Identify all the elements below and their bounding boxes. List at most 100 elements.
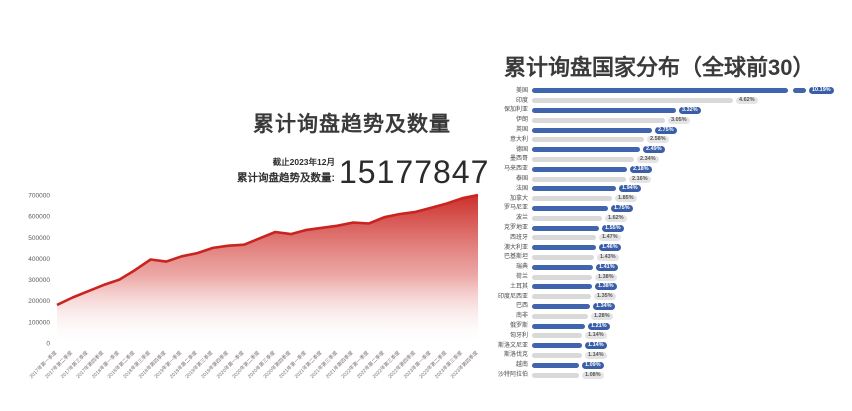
value-badge: 3.32% <box>679 106 701 114</box>
value-badge: 2.49% <box>643 146 665 154</box>
bar-row: 加拿大 1.85% <box>486 194 848 204</box>
as-of-date: 截止2023年12月 <box>272 157 335 167</box>
bar-row: 斯洛伐克 1.14% <box>486 351 848 361</box>
y-axis-tick: 0 <box>46 341 50 348</box>
value-badge: 1.14% <box>585 351 607 359</box>
value-badge: 1.47% <box>599 234 621 242</box>
value-badge: 1.85% <box>615 195 637 203</box>
country-label: 澳大利亚 <box>503 244 528 251</box>
value-badge: 1.08% <box>582 371 604 379</box>
country-label: 波兰 <box>515 215 528 222</box>
country-bar <box>532 137 644 143</box>
value-badge: 1.41% <box>596 263 618 271</box>
country-label: 俄罗斯 <box>509 323 528 330</box>
value-badge: 2.58% <box>647 136 669 144</box>
country-bar <box>532 372 579 378</box>
country-bar <box>532 313 588 319</box>
country-bar <box>532 294 591 300</box>
country-bar <box>532 166 627 172</box>
value-badge: 10.19% <box>809 87 834 95</box>
country-bar <box>532 205 608 211</box>
country-bar <box>532 98 733 104</box>
country-bar <box>532 235 596 241</box>
value-badge: 1.46% <box>599 244 621 252</box>
value-badge: 1.14% <box>585 342 607 350</box>
value-badge: 1.75% <box>611 204 633 212</box>
country-bar <box>532 254 594 260</box>
trend-area-chart: 0 100000 200000 300000 400000 500000 600000 700… <box>6 183 488 405</box>
bar-row: 马来西亚 2.18% <box>486 164 848 174</box>
country-label: 泰国 <box>515 176 528 183</box>
value-badge: 1.94% <box>619 185 641 193</box>
value-badge: 1.28% <box>591 312 613 320</box>
country-label: 荷兰 <box>515 274 528 281</box>
total-stat: 截止2023年12月 累计询盘趋势及数量: 15177847 <box>237 156 489 188</box>
y-axis-tick: 500000 <box>28 235 50 242</box>
country-label: 保加利亚 <box>503 107 528 114</box>
bar-row: 英国 2.75% <box>486 125 848 135</box>
value-badge: 1.09% <box>582 361 604 369</box>
country-label: 英国 <box>515 127 528 134</box>
country-bar <box>532 156 634 162</box>
country-label: 斯洛文尼亚 <box>497 342 528 349</box>
y-axis-tick: 600000 <box>28 214 50 221</box>
country-bar <box>532 303 590 309</box>
country-label: 沙特阿拉伯 <box>497 372 528 378</box>
bar-row: 墨西哥 2.34% <box>486 155 848 165</box>
bar-row: 泰国 2.16% <box>486 174 848 184</box>
country-label: 匈牙利 <box>509 332 528 339</box>
total-inquiries-value: 15177847 <box>339 154 490 190</box>
country-bar <box>532 343 582 349</box>
country-label: 印度 <box>515 97 528 104</box>
bar-row: 沙特阿拉伯 1.08% <box>486 370 848 380</box>
value-badge: 1.38% <box>595 283 617 291</box>
area-fill <box>57 195 478 343</box>
country-label: 南非 <box>515 313 528 320</box>
country-label: 马来西亚 <box>503 166 528 173</box>
bar-row: 土耳其 1.38% <box>486 282 848 292</box>
country-label: 罗马尼亚 <box>503 205 528 212</box>
bar-row: 德国 2.49% <box>486 145 848 155</box>
bar-row: 保加利亚 3.32% <box>486 106 848 116</box>
bar-row: 印度尼西亚 1.35% <box>486 292 848 302</box>
bar-row: 巴基斯坦 1.43% <box>486 253 848 263</box>
bar-row: 伊朗 3.05% <box>486 115 848 125</box>
y-axis-tick: 400000 <box>28 256 50 263</box>
value-badge: 1.62% <box>605 214 627 222</box>
value-badge: 1.21% <box>588 322 610 330</box>
bar-row: 澳大利亚 1.46% <box>486 243 848 253</box>
bar-row: 斯洛文尼亚 1.14% <box>486 341 848 351</box>
country-label: 法国 <box>515 185 528 192</box>
value-badge: 1.55% <box>602 224 624 232</box>
country-label: 西班牙 <box>509 234 528 241</box>
country-label: 印度尼西亚 <box>497 293 528 300</box>
stat-label: 累计询盘趋势及数量: <box>237 172 335 184</box>
bar-row: 美国 10.19% <box>486 86 848 96</box>
country-bar <box>532 186 616 192</box>
value-badge: 1.34% <box>593 302 615 310</box>
country-bar <box>532 196 612 202</box>
country-label: 美国 <box>515 87 528 94</box>
country-label: 伊朗 <box>515 117 528 124</box>
value-badge: 2.18% <box>630 165 652 173</box>
country-label: 加拿大 <box>509 195 528 202</box>
value-badge: 1.14% <box>585 332 607 340</box>
trend-title: 累计询盘趋势及数量 <box>253 113 451 137</box>
y-axis-tick: 700000 <box>28 193 50 200</box>
bar-row: 瑞典 1.41% <box>486 262 848 272</box>
country-bar <box>532 107 676 113</box>
bar-row: 巴西 1.34% <box>486 302 848 312</box>
country-bar <box>532 215 602 221</box>
country-bar <box>532 88 788 94</box>
country-bar <box>532 362 579 368</box>
country-bar <box>532 284 592 290</box>
country-bar <box>532 147 640 153</box>
trend-area-svg: 0 100000 200000 300000 400000 500000 600000 700… <box>28 193 479 380</box>
trend-line <box>56 193 479 307</box>
value-badge: 2.34% <box>637 155 659 163</box>
country-label: 瑞典 <box>515 264 528 271</box>
bar-row: 西班牙 1.47% <box>486 233 848 243</box>
country-label: 克罗地亚 <box>503 225 528 232</box>
bar-row: 波兰 1.62% <box>486 213 848 223</box>
bar-row: 印度 4.62% <box>486 96 848 106</box>
